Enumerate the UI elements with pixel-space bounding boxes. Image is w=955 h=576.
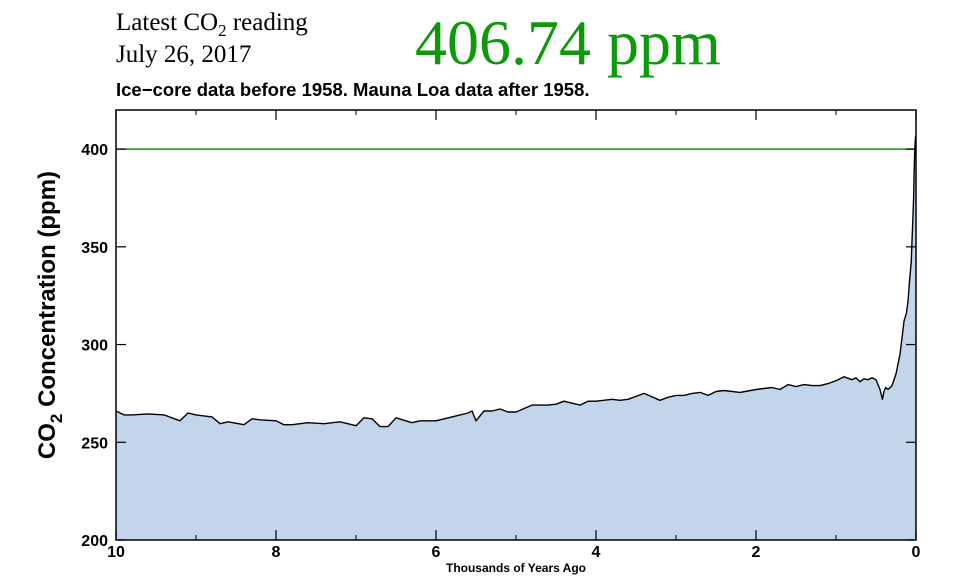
latest-reading-label: Latest CO2 reading — [116, 9, 308, 40]
reading-date: July 26, 2017 — [116, 41, 252, 68]
concentration-area-fill — [116, 135, 916, 540]
x-tick-label: 6 — [432, 544, 441, 561]
y-tick-label: 250 — [81, 435, 108, 452]
chart-subtitle: Ice−core data before 1958. Mauna Loa dat… — [116, 79, 590, 100]
y-axis-label: CO2 Concentration (ppm) — [34, 171, 66, 459]
y-tick-label: 300 — [81, 338, 108, 355]
x-tick-label: 4 — [592, 544, 601, 561]
latest-reading-subscript: 2 — [218, 21, 227, 40]
y-tick-label: 200 — [81, 533, 108, 550]
x-tick-label: 0 — [912, 544, 921, 561]
y-tick-label: 350 — [81, 240, 108, 257]
x-tick-label: 10 — [107, 544, 125, 561]
concentration-series-line — [115, 135, 917, 428]
x-tick-label: 2 — [752, 544, 761, 561]
x-tick-label: 8 — [272, 544, 281, 561]
latest-reading-value: 406.74 ppm — [415, 7, 721, 78]
y-tick-label: 400 — [81, 142, 108, 159]
x-axis-label: Thousands of Years Ago — [446, 561, 586, 575]
